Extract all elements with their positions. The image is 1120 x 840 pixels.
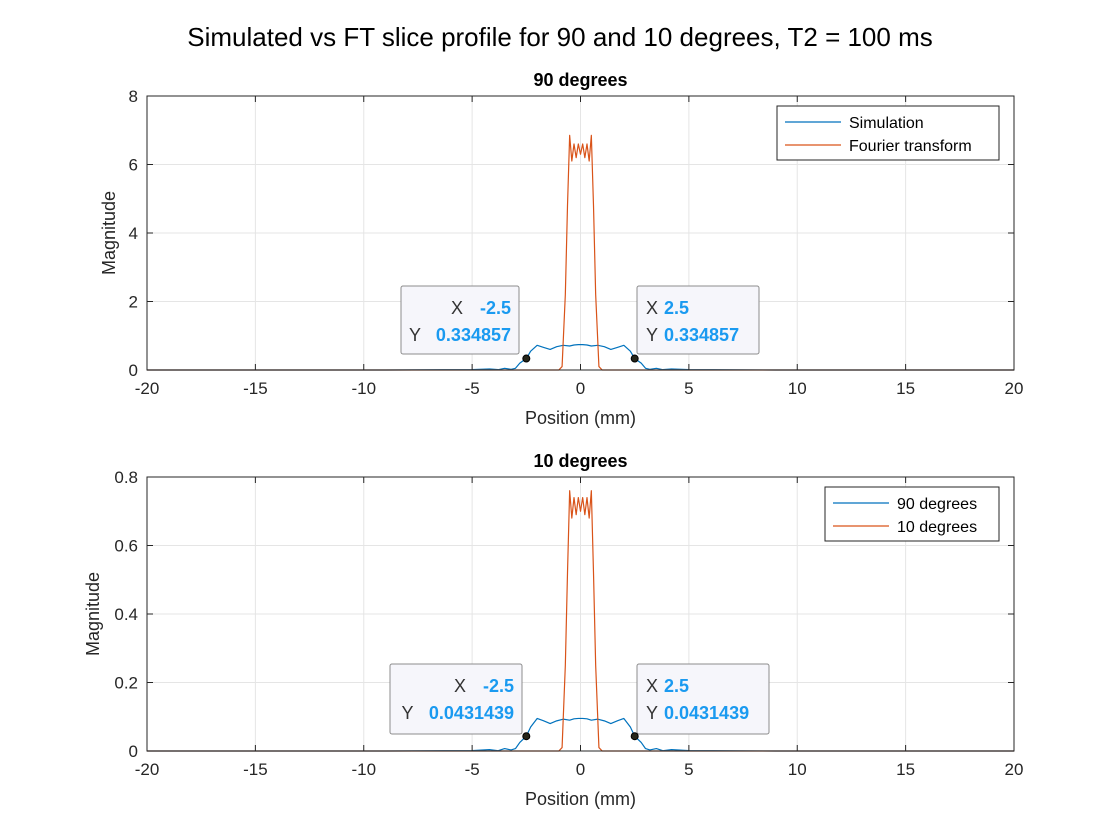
y-tick-label: 4 <box>129 224 138 243</box>
axes-title: 10 degrees <box>533 451 627 471</box>
ticks: -20 -15 -10 -5 0 5 10 15 20 0 2 4 6 8 <box>129 87 1024 398</box>
x-tick-label: 15 <box>896 379 915 398</box>
datatip-y-value: 0.334857 <box>664 325 739 345</box>
datatip-y-key: Y <box>646 703 658 723</box>
datatip[interactable]: -2.5 X 0.0431439 Y <box>389 663 531 741</box>
x-tick-label: 20 <box>1005 760 1024 779</box>
legend[interactable]: Simulation Fourier transform <box>776 105 1000 161</box>
legend-box <box>824 486 1000 542</box>
datatip-box <box>636 285 760 355</box>
datatip-y-key: Y <box>409 325 421 345</box>
axes-title: 90 degrees <box>533 70 627 90</box>
y-axis-label: Magnitude <box>99 191 119 275</box>
datatip-x-value: -2.5 <box>483 676 514 696</box>
axes-1: -20 -15 -10 -5 0 5 10 15 20 0 2 4 6 8 90 degrees Positi… <box>99 70 1023 428</box>
series-line-orange <box>147 134 1014 371</box>
x-tick-label: 0 <box>576 760 585 779</box>
x-tick-label: 5 <box>684 760 693 779</box>
ticks: -20 -15 -10 -5 0 5 10 15 20 0 0.2 0.4 0.6 0.8 <box>114 468 1023 779</box>
legend-entry-label: Fourier transform <box>849 138 972 155</box>
datatip-x-key: X <box>454 676 466 696</box>
series-line-blue <box>147 344 1014 371</box>
figure-title: Simulated vs FT slice profile for 90 and… <box>187 22 932 52</box>
datatip-box <box>389 663 523 735</box>
legend-entry-label: Simulation <box>849 115 924 132</box>
legend-box <box>776 105 1000 161</box>
datatip[interactable]: X 2.5 Y 0.0431439 <box>630 663 770 741</box>
x-tick-label: 15 <box>896 760 915 779</box>
axes-2: -20 -15 -10 -5 0 5 10 15 20 0 0.2 0.4 0.6 0.8 10 degre… <box>83 451 1023 809</box>
datatip[interactable]: X 2.5 Y 0.334857 <box>630 285 760 363</box>
datatip-box <box>400 285 520 355</box>
datatip-y-value: 0.0431439 <box>429 703 514 723</box>
x-tick-label: 20 <box>1005 379 1024 398</box>
plots-container: -20 -15 -10 -5 0 5 10 15 20 0 2 4 6 8 90 degrees Positi… <box>83 70 1023 809</box>
x-tick-label: 10 <box>788 760 807 779</box>
legend-entry-label: 90 degrees <box>897 496 977 513</box>
datatip-marker <box>522 732 531 741</box>
legend-entry-label: 10 degrees <box>897 519 977 536</box>
datatip-x-key: X <box>646 676 658 696</box>
y-tick-label: 0 <box>129 361 138 380</box>
series-group <box>147 490 1014 752</box>
datatip-x-value: 2.5 <box>664 676 689 696</box>
datatip[interactable]: -2.5 X 0.334857 Y <box>400 285 531 363</box>
x-tick-label: 5 <box>684 379 693 398</box>
y-tick-label: 8 <box>129 87 138 106</box>
datatip-y-key: Y <box>646 325 658 345</box>
x-axis-label: Position (mm) <box>525 408 636 428</box>
x-tick-label: -10 <box>351 760 376 779</box>
series-line-orange <box>147 490 1014 752</box>
y-tick-label: 0.8 <box>114 468 138 487</box>
y-tick-label: 6 <box>129 156 138 175</box>
legend[interactable]: 90 degrees 10 degrees <box>824 486 1000 542</box>
y-tick-label: 0.4 <box>114 605 138 624</box>
x-tick-label: -15 <box>243 760 268 779</box>
y-tick-label: 0.6 <box>114 537 138 556</box>
datatip-y-value: 0.0431439 <box>664 703 749 723</box>
datatip-x-value: 2.5 <box>664 298 689 318</box>
datatip-x-value: -2.5 <box>480 298 511 318</box>
datatip-marker <box>522 354 531 363</box>
x-tick-label: -20 <box>135 379 160 398</box>
datatip-marker <box>630 354 639 363</box>
x-tick-label: -20 <box>135 760 160 779</box>
x-axis-label: Position (mm) <box>525 789 636 809</box>
y-tick-label: 0.2 <box>114 674 138 693</box>
datatip-y-key: Y <box>401 703 413 723</box>
datatip-marker <box>630 732 639 741</box>
datatip-y-value: 0.334857 <box>436 325 511 345</box>
x-tick-label: -15 <box>243 379 268 398</box>
y-tick-label: 0 <box>129 742 138 761</box>
series-line-blue <box>147 717 1014 752</box>
datatip-box <box>636 663 770 735</box>
x-tick-label: -5 <box>465 760 480 779</box>
x-tick-label: 0 <box>576 379 585 398</box>
datatip-x-key: X <box>451 298 463 318</box>
y-axis-label: Magnitude <box>83 572 103 656</box>
series-group <box>147 134 1014 371</box>
x-tick-label: -10 <box>351 379 376 398</box>
datatip-x-key: X <box>646 298 658 318</box>
x-tick-label: -5 <box>465 379 480 398</box>
y-tick-label: 2 <box>129 293 138 312</box>
x-tick-label: 10 <box>788 379 807 398</box>
